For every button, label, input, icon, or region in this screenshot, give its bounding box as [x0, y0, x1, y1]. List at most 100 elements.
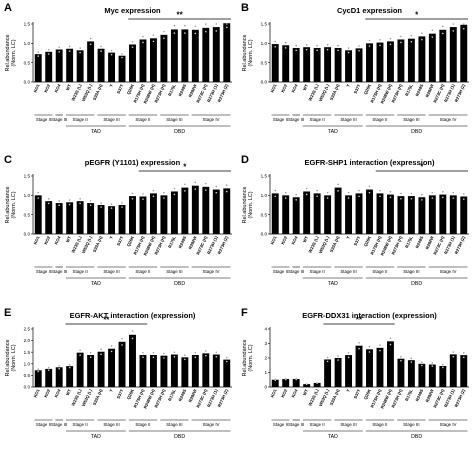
data-point	[100, 348, 102, 351]
x-tick-label: R249S	[414, 388, 424, 402]
data-point	[431, 197, 434, 199]
stage-label: Stage II	[73, 422, 88, 427]
bar	[160, 195, 168, 234]
data-point	[337, 355, 339, 357]
bar	[160, 355, 168, 387]
data-point	[142, 351, 144, 354]
x-tick-label: R175L	[167, 388, 177, 402]
data-point	[131, 330, 134, 332]
x-tick-label: KO1	[32, 235, 40, 246]
bar	[407, 38, 415, 82]
x-tick-label: R175L	[404, 235, 414, 249]
panel-letter: B	[241, 2, 249, 14]
y-axis-label-line: Rel.abundance	[242, 339, 248, 376]
bar	[397, 358, 405, 387]
bar	[223, 188, 231, 234]
bar	[386, 341, 394, 387]
x-tick-label: Q26K	[363, 235, 372, 247]
bar	[170, 191, 178, 234]
data-point	[368, 191, 371, 194]
data-point	[284, 41, 287, 44]
data-point	[184, 354, 186, 357]
x-tick-label: KO2	[43, 83, 51, 94]
data-point	[431, 362, 434, 364]
y-axis-label: Rel.abundance(Norm. LC)	[242, 34, 254, 71]
panel-D: D EGFR-SHP1 interaction (expression) Rel.a…	[241, 154, 469, 287]
y-axis-label: Rel.abundance(Norm. LC)	[5, 339, 17, 376]
bar	[97, 48, 105, 82]
bar	[460, 196, 468, 234]
data-point	[131, 337, 134, 340]
stage-label: Stage II	[73, 269, 88, 274]
data-point	[215, 30, 218, 32]
y-tick-label: 0.5	[24, 373, 31, 378]
x-tick-label: R175L	[404, 83, 414, 97]
bar	[139, 354, 147, 387]
y-axis-label-line: (Norm. LC)	[11, 344, 17, 371]
data-point	[142, 198, 144, 200]
data-point	[58, 204, 60, 207]
data-point	[68, 45, 71, 48]
data-point	[347, 352, 350, 354]
data-point	[410, 197, 413, 200]
bar	[139, 196, 147, 234]
bar	[366, 43, 373, 82]
bar	[66, 48, 74, 82]
data-point	[410, 40, 413, 43]
y-axis-label-line: Rel.abundance	[242, 34, 248, 71]
data-point	[100, 45, 102, 48]
bar	[334, 187, 342, 234]
data-point	[462, 23, 465, 25]
bar	[149, 193, 157, 234]
stage-label: Stage III	[403, 422, 419, 427]
data-point	[205, 182, 207, 185]
data-point	[184, 32, 186, 34]
domain-label: DBD	[411, 129, 422, 135]
data-point	[326, 191, 329, 194]
stage-label: Stage IV	[203, 269, 220, 274]
bar	[292, 379, 300, 387]
data-point	[400, 197, 402, 200]
y-tick-label: 1.0	[261, 193, 268, 198]
y-axis-label: Rel.abundance(Norm. LC)	[242, 339, 254, 376]
bar	[376, 42, 384, 82]
data-point	[337, 190, 339, 192]
data-point	[100, 353, 102, 356]
y-tick-label: 1.0	[24, 41, 31, 46]
x-tick-label: Q26K	[363, 388, 372, 400]
x-tick-label: WT	[65, 388, 72, 396]
bar	[118, 341, 126, 387]
bar	[460, 24, 468, 83]
data-point	[163, 191, 165, 194]
x-tick-label: S37T	[353, 388, 362, 400]
y-tick-label: 0.5	[24, 212, 31, 217]
data-point	[452, 197, 455, 199]
data-point	[173, 193, 176, 196]
x-tick-label: S33A (H)	[329, 83, 341, 101]
data-point	[173, 355, 176, 358]
y-axis-label-line: Rel.abundance	[5, 339, 11, 376]
data-point	[194, 32, 197, 35]
x-tick-label: Y	[345, 83, 351, 88]
bar	[334, 358, 342, 387]
y-tick-label: 1.0	[24, 193, 31, 198]
panel-title: EGFR-DDX31 interaction (expression)	[302, 311, 437, 320]
bar	[449, 354, 457, 387]
bar	[108, 206, 116, 234]
bar	[292, 47, 300, 82]
data-point	[194, 25, 197, 27]
stage-label: Stage II	[273, 117, 288, 122]
y-tick-label: 2	[264, 356, 267, 361]
x-tick-label: WT	[302, 235, 309, 243]
x-tick-label: WT	[302, 388, 309, 396]
stage-label: Stage III	[288, 117, 304, 122]
stage-label: Stage III	[103, 117, 119, 122]
x-tick-label: WT	[65, 235, 72, 243]
bar	[149, 354, 157, 387]
data-point	[442, 366, 444, 369]
data-point	[131, 197, 134, 200]
data-point	[163, 37, 165, 39]
bar	[170, 29, 178, 82]
